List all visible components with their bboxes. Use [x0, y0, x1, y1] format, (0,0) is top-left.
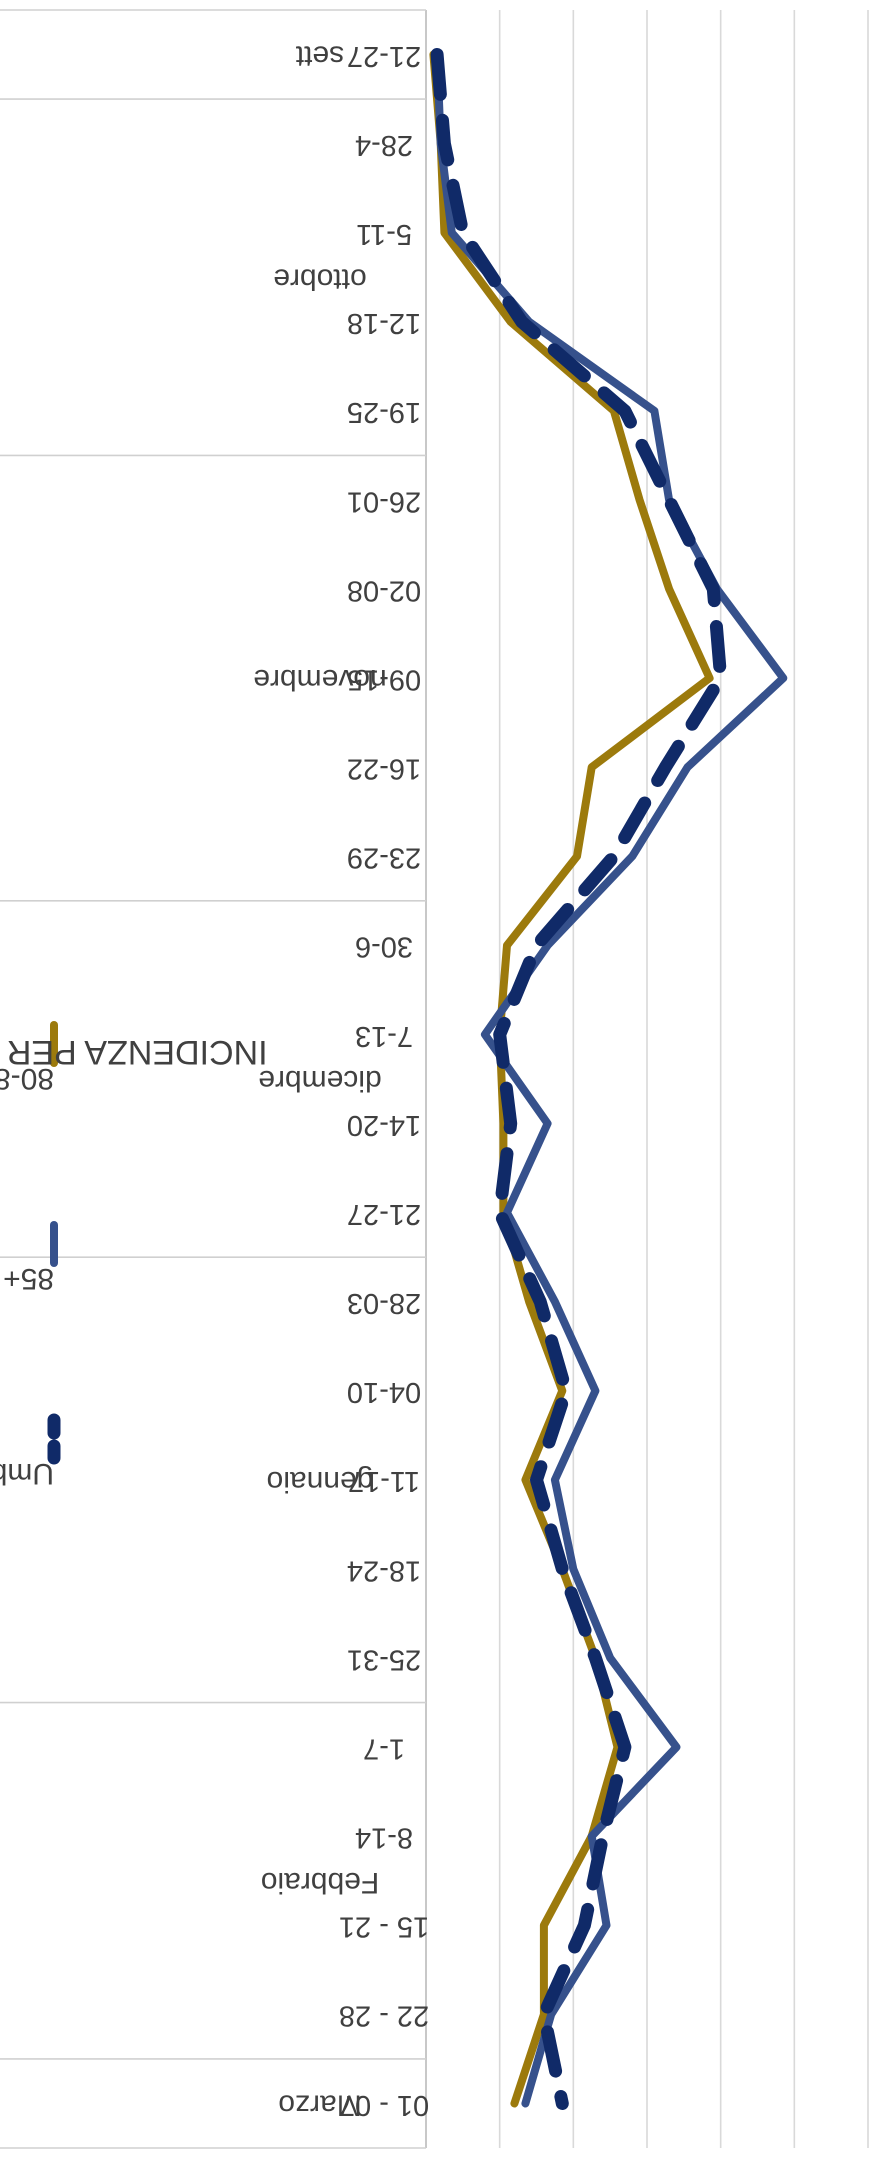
month-label: ottobre: [273, 262, 366, 295]
category-tick-label: 01 - 07: [339, 2089, 429, 2121]
legend-label: 85+: [3, 1262, 54, 1295]
gridlines: [425, 10, 869, 2148]
category-tick-label: 25-31: [347, 1643, 421, 1675]
category-tick-label: 5-11: [356, 218, 412, 250]
category-tick-label: 21-27: [347, 1198, 421, 1230]
category-tick-label: 8-14: [355, 1822, 413, 1854]
category-tick-label: 16-22: [347, 753, 421, 785]
category-tick-label: 26-01: [347, 485, 421, 517]
category-tick-label: 14-20: [347, 1109, 421, 1141]
category-tick-label: 19-25: [347, 396, 421, 428]
category-axis: 21-27 28-4 5-11 12-18 19-25 26-01 02-08 09-15 16…: [0, 9, 429, 2149]
category-tick-label: 12-18: [347, 307, 421, 339]
month-label: sett: [295, 40, 344, 73]
month-label: novembre: [253, 663, 386, 696]
series-line-umbria: [430, 48, 728, 2110]
category-tick-label: 28-4: [355, 129, 413, 161]
category-tick-label: 30-6: [355, 931, 413, 963]
category-tick-label: 28-03: [347, 1287, 421, 1319]
category-tick-label: 22 - 28: [339, 2000, 429, 2032]
category-tick-label: 04-10: [347, 1376, 421, 1408]
month-label: Febbraio: [261, 1866, 379, 1899]
month-label: dicembre: [258, 1064, 381, 1097]
legend-label: 80-84: [0, 1062, 54, 1095]
category-tick-label: 21-27: [347, 40, 421, 72]
series-lines: [429, 48, 788, 2110]
legend-label: Umbria: [0, 1457, 54, 1490]
category-tick-label: 23-29: [347, 842, 421, 874]
category-tick-label: 18-24: [347, 1554, 421, 1586]
category-tick-label: 15 - 21: [339, 1911, 429, 1943]
series-line-85: [433, 50, 788, 2108]
legend: 80-84 85+ Umbria: [0, 1021, 61, 1490]
category-tick-label: 09-15: [347, 663, 421, 695]
category-tick-label: 02-08: [347, 574, 421, 606]
month-label: gennaio: [267, 1465, 374, 1498]
category-tick-label: 7-13: [355, 1020, 413, 1052]
category-tick-label: 11-17: [348, 1465, 420, 1497]
month-label: Marzo: [278, 2089, 361, 2122]
category-tick-label: 1-7: [363, 1732, 405, 1764]
value-axis-title: INCIDENZA PER 100,000 ABITANTI: [0, 1033, 268, 1071]
series-line-80-84: [429, 50, 714, 2108]
